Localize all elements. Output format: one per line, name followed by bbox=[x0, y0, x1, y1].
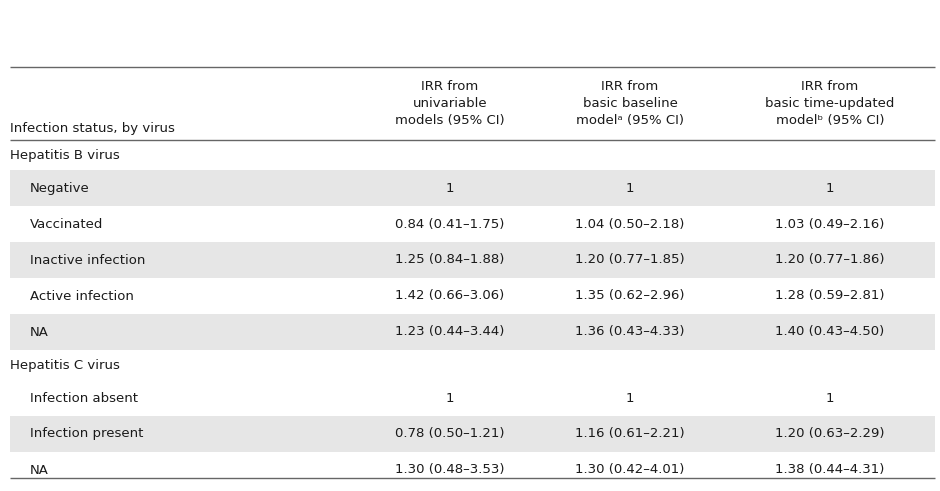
Text: 1.30 (0.42–4.01): 1.30 (0.42–4.01) bbox=[575, 464, 684, 476]
Text: 1.20 (0.77–1.85): 1.20 (0.77–1.85) bbox=[575, 253, 685, 267]
Text: IRR from
basic baseline
modelᵃ (95% CI): IRR from basic baseline modelᵃ (95% CI) bbox=[576, 80, 684, 127]
Text: 1.36 (0.43–4.33): 1.36 (0.43–4.33) bbox=[575, 326, 684, 338]
Text: 1: 1 bbox=[825, 182, 835, 194]
Text: Infection present: Infection present bbox=[30, 428, 144, 440]
Text: 1: 1 bbox=[825, 391, 835, 405]
Text: IRR from
basic time-updated
modelᵇ (95% CI): IRR from basic time-updated modelᵇ (95% … bbox=[765, 80, 895, 127]
Text: Infection absent: Infection absent bbox=[30, 391, 138, 405]
Text: 1.30 (0.48–3.53): 1.30 (0.48–3.53) bbox=[395, 464, 505, 476]
Text: 1.25 (0.84–1.88): 1.25 (0.84–1.88) bbox=[396, 253, 505, 267]
Text: 1.20 (0.63–2.29): 1.20 (0.63–2.29) bbox=[776, 428, 885, 440]
Text: Hepatitis C virus: Hepatitis C virus bbox=[10, 358, 120, 372]
Text: 1.03 (0.49–2.16): 1.03 (0.49–2.16) bbox=[776, 218, 885, 230]
Text: 1.16 (0.61–2.21): 1.16 (0.61–2.21) bbox=[575, 428, 685, 440]
Text: 0.84 (0.41–1.75): 0.84 (0.41–1.75) bbox=[396, 218, 505, 230]
Text: 1.28 (0.59–2.81): 1.28 (0.59–2.81) bbox=[776, 290, 885, 302]
Text: 1: 1 bbox=[626, 391, 635, 405]
Text: Inactive infection: Inactive infection bbox=[30, 253, 146, 267]
Text: Negative: Negative bbox=[30, 182, 89, 194]
Text: Active infection: Active infection bbox=[30, 290, 133, 302]
Text: Infection status, by virus: Infection status, by virus bbox=[10, 122, 175, 135]
Text: NA: NA bbox=[30, 464, 49, 476]
Text: 1.38 (0.44–4.31): 1.38 (0.44–4.31) bbox=[776, 464, 885, 476]
Bar bbox=[10, 242, 935, 278]
Text: 1.42 (0.66–3.06): 1.42 (0.66–3.06) bbox=[396, 290, 505, 302]
Text: 1.04 (0.50–2.18): 1.04 (0.50–2.18) bbox=[575, 218, 684, 230]
Text: 1.23 (0.44–3.44): 1.23 (0.44–3.44) bbox=[396, 326, 505, 338]
Bar bbox=[10, 170, 935, 206]
Text: 1: 1 bbox=[446, 391, 454, 405]
Text: 1: 1 bbox=[446, 182, 454, 194]
Bar bbox=[10, 416, 935, 452]
Text: 1.20 (0.77–1.86): 1.20 (0.77–1.86) bbox=[776, 253, 885, 267]
Text: IRR from
univariable
models (95% CI): IRR from univariable models (95% CI) bbox=[395, 80, 505, 127]
Text: 1.35 (0.62–2.96): 1.35 (0.62–2.96) bbox=[575, 290, 684, 302]
Text: 0.78 (0.50–1.21): 0.78 (0.50–1.21) bbox=[395, 428, 505, 440]
Bar bbox=[10, 314, 935, 350]
Text: Vaccinated: Vaccinated bbox=[30, 218, 103, 230]
Text: Hepatitis B virus: Hepatitis B virus bbox=[10, 148, 119, 162]
Text: 1: 1 bbox=[626, 182, 635, 194]
Text: 1.40 (0.43–4.50): 1.40 (0.43–4.50) bbox=[776, 326, 885, 338]
Text: NA: NA bbox=[30, 326, 49, 338]
